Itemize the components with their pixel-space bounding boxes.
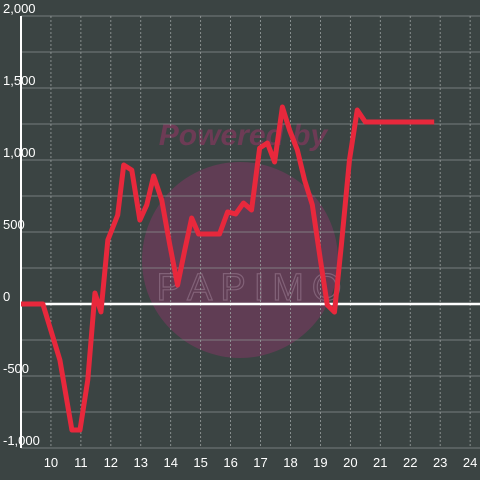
x-tick-label: 13: [134, 455, 148, 470]
watermark-logo: [142, 162, 338, 358]
x-tick-label: 15: [193, 455, 207, 470]
x-tick-label: 12: [104, 455, 118, 470]
x-tick-label: 24: [463, 455, 477, 470]
x-tick-label: 17: [253, 455, 267, 470]
y-tick-label: 500: [3, 217, 25, 232]
x-tick-label: 19: [313, 455, 327, 470]
x-tick-label: 10: [44, 455, 58, 470]
y-tick-label: 0: [3, 289, 10, 304]
y-tick-label: 2,000: [3, 1, 36, 16]
y-tick-label: 1,000: [3, 145, 36, 160]
x-tick-label: 21: [373, 455, 387, 470]
x-tick-label: 22: [403, 455, 417, 470]
x-tick-label: 16: [223, 455, 237, 470]
y-tick-label: 1,500: [3, 73, 36, 88]
x-tick-label: 23: [433, 455, 447, 470]
y-tick-label: -500: [3, 361, 29, 376]
x-tick-label: 11: [74, 455, 88, 470]
watermark-brand: PAPIMO: [157, 267, 350, 309]
watermark-text: Powered by: [159, 119, 329, 152]
data-line: [21, 104, 435, 433]
x-tick-label: 18: [283, 455, 297, 470]
x-tick-label: 20: [343, 455, 357, 470]
x-tick-label: 14: [163, 455, 177, 470]
